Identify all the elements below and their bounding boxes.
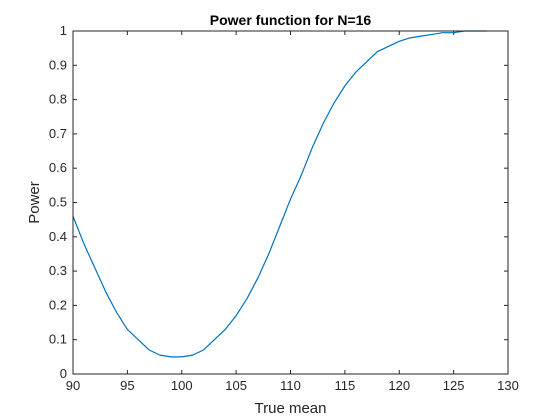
y-tick-label: 0.4	[49, 229, 67, 244]
y-tick-label: 0.9	[49, 57, 67, 72]
power-curve-line	[72, 30, 487, 358]
y-axis-label: Power	[26, 181, 43, 224]
x-tick-label: 110	[280, 378, 301, 393]
plot-area	[72, 30, 487, 358]
axes-box	[72, 30, 509, 375]
x-tick-label: 115	[335, 378, 356, 393]
y-tick-label: 0.2	[49, 297, 67, 312]
y-tick-label: 0	[60, 366, 67, 381]
axis-ticks: 90 95 100 105 110 115 120 125 130 0 0.1 0.2 0.3 0.4 0.…	[49, 23, 519, 393]
x-tick-label: 125	[443, 378, 465, 393]
y-tick-label: 0.3	[49, 263, 67, 278]
x-tick-label: 105	[225, 378, 247, 393]
x-tick-label: 95	[120, 378, 134, 393]
x-tick-label: 100	[171, 378, 193, 393]
y-tick-label: 1	[60, 23, 67, 38]
x-axis-label: True mean	[255, 400, 327, 417]
x-tick-label: 120	[388, 378, 410, 393]
y-tick-label: 0.5	[49, 195, 67, 210]
y-tick-label: 0.7	[49, 126, 67, 141]
chart-title: Power function for N=16	[210, 12, 372, 28]
y-tick-label: 0.8	[49, 92, 67, 107]
x-tick-label: 90	[66, 378, 80, 393]
y-tick-label: 0.6	[49, 160, 67, 175]
y-tick-label: 0.1	[49, 332, 67, 347]
x-tick-label: 130	[497, 378, 519, 393]
